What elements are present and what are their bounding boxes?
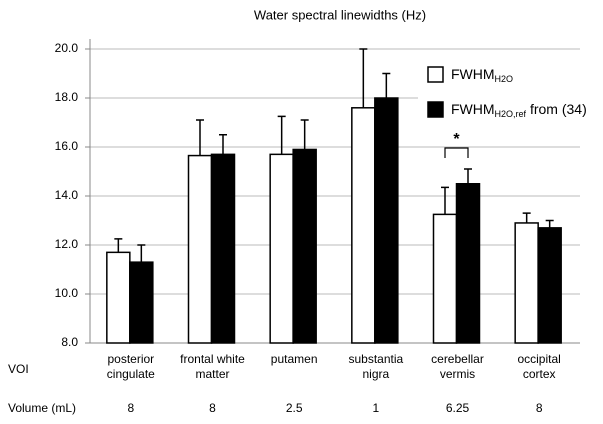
error-bar [300, 119, 309, 150]
bar [374, 97, 399, 344]
legend-subscript: H2O [495, 74, 514, 84]
volume-label: 6.25 [446, 401, 470, 415]
legend-label: FWHMH2O [451, 66, 513, 85]
y-tick-label: 10.0 [55, 286, 79, 300]
bar [210, 153, 236, 344]
legend-background [418, 58, 593, 128]
error-bar [114, 238, 123, 253]
bar [514, 222, 539, 344]
y-tick-label: 20.0 [55, 41, 79, 55]
error-bar [196, 119, 204, 156]
volume-label: 8 [209, 401, 216, 415]
y-tick-label: 16.0 [55, 139, 79, 153]
legend-name: FWHM [451, 66, 495, 82]
error-bar [382, 72, 391, 98]
row-label: Volume (mL) [8, 401, 76, 415]
x-tick-label: substantia nigra [348, 352, 404, 381]
bar [292, 148, 317, 344]
x-tick-label: occipital cortex [517, 352, 561, 381]
bar [432, 213, 458, 344]
volume-label: 8 [127, 401, 134, 415]
legend-subscript: H2O,ref [495, 109, 527, 119]
legend-suffix: from (34) [526, 101, 587, 117]
x-tick-label: putamen [270, 352, 318, 366]
legend-name: FWHM [451, 101, 495, 117]
volume-label: 2.5 [286, 401, 303, 415]
bar [106, 251, 131, 344]
legend-swatch [427, 66, 444, 83]
bar [129, 261, 154, 344]
error-bar [441, 186, 449, 215]
y-tick-label: 18.0 [55, 90, 79, 104]
error-bar [219, 134, 227, 155]
chart-title: Water spectral linewidths (Hz) [254, 7, 426, 22]
volume-label: 1 [372, 401, 379, 415]
error-bar [522, 212, 531, 223]
x-tick-label: frontal white matter [180, 352, 245, 381]
x-tick-label: cerebellar vermis [431, 352, 484, 381]
error-bar [137, 244, 146, 263]
bar [537, 227, 562, 344]
error-bar [464, 168, 472, 184]
bar [187, 154, 213, 344]
legend-label: FWHMH2O,ref from (34) [451, 101, 587, 120]
annotation: * [453, 131, 460, 148]
y-tick-label: 8.0 [61, 335, 78, 349]
bar [351, 107, 376, 344]
error-bar [277, 115, 286, 155]
y-tick-label: 14.0 [55, 188, 79, 202]
error-bar [545, 219, 554, 228]
bar [269, 153, 294, 344]
x-tick-label: posterior cingulate [106, 352, 155, 381]
bar [455, 183, 481, 344]
significance-bracket [444, 147, 469, 158]
error-bar [359, 48, 368, 108]
row-label: VOI [8, 362, 29, 376]
legend-swatch [427, 101, 444, 118]
y-tick-label: 12.0 [55, 237, 79, 251]
volume-label: 8 [536, 401, 543, 415]
